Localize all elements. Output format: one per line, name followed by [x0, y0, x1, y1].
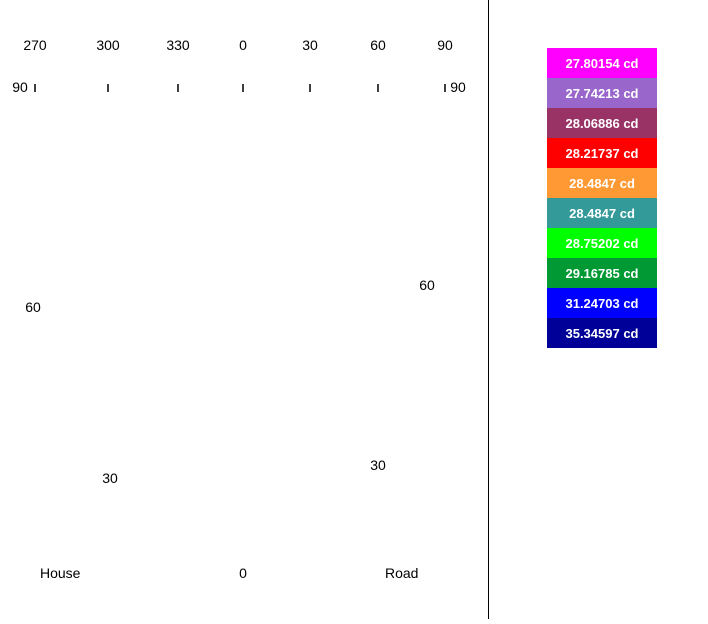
legend: 27.80154 cd27.74213 cd28.06886 cd28.2173… — [547, 48, 657, 348]
vertical-divider — [488, 0, 489, 619]
svg-text:30: 30 — [302, 37, 318, 53]
legend-item: 28.21737 cd — [547, 138, 657, 168]
legend-item: 28.4847 cd — [547, 198, 657, 228]
svg-text:60: 60 — [25, 299, 41, 315]
svg-text:House: House — [40, 565, 81, 581]
svg-text:60: 60 — [419, 277, 435, 293]
legend-item: 27.80154 cd — [547, 48, 657, 78]
svg-text:90: 90 — [12, 79, 28, 95]
svg-text:0: 0 — [239, 37, 247, 53]
svg-text:330: 330 — [166, 37, 190, 53]
legend-item: 28.75202 cd — [547, 228, 657, 258]
legend-item: 28.4847 cd — [547, 168, 657, 198]
svg-text:90: 90 — [450, 79, 466, 95]
svg-text:60: 60 — [370, 37, 386, 53]
svg-text:Road: Road — [385, 565, 418, 581]
svg-text:30: 30 — [370, 457, 386, 473]
svg-text:270: 270 — [23, 37, 47, 53]
polar-chart: 27030033003060909090606030300HouseRoad — [0, 0, 488, 624]
legend-item: 35.34597 cd — [547, 318, 657, 348]
svg-text:30: 30 — [102, 470, 118, 486]
svg-text:90: 90 — [437, 37, 453, 53]
legend-item: 28.06886 cd — [547, 108, 657, 138]
legend-item: 31.24703 cd — [547, 288, 657, 318]
legend-item: 29.16785 cd — [547, 258, 657, 288]
svg-text:0: 0 — [239, 565, 247, 581]
svg-text:300: 300 — [96, 37, 120, 53]
legend-item: 27.74213 cd — [547, 78, 657, 108]
